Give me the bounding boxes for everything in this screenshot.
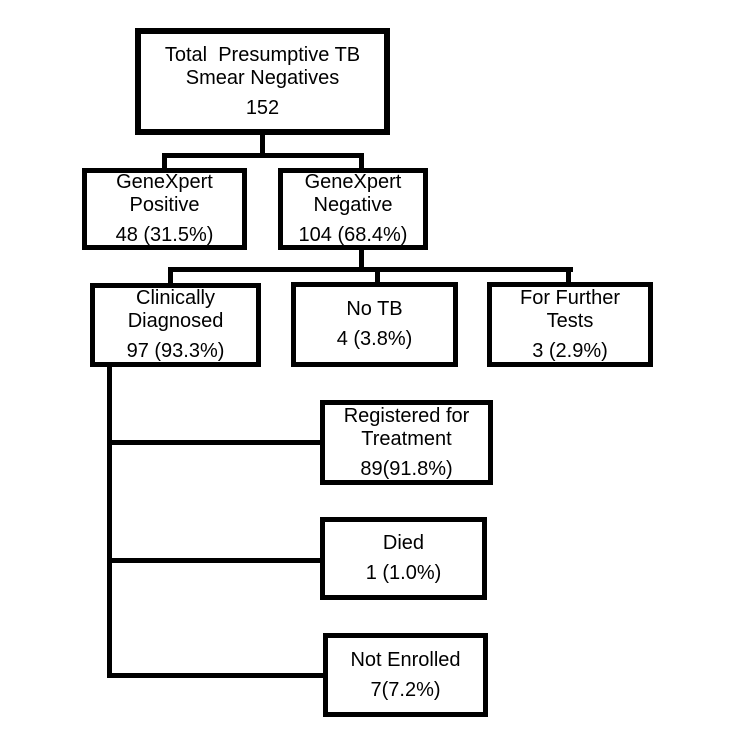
- connector-drop-no-tb: [375, 267, 380, 284]
- node-value: 4 (3.8%): [336, 328, 413, 350]
- node-title-line: Total Presumptive TB: [164, 43, 361, 66]
- node-genexpert-positive: GeneXpert Positive 48 (31.5%): [82, 168, 247, 250]
- node-title-line: Tests: [546, 309, 594, 332]
- node-genexpert-negative: GeneXpert Negative 104 (68.4%): [278, 168, 428, 250]
- connector-drop-genexpert-positive: [162, 153, 167, 170]
- connector-branch-not-enrolled: [107, 673, 325, 678]
- node-title-line: Treatment: [361, 427, 452, 450]
- connector-branch-registered: [107, 440, 322, 445]
- node-title-line: Smear Negatives: [185, 66, 340, 89]
- node-value: 3 (2.9%): [532, 339, 608, 362]
- node-registered-for-treatment: Registered for Treatment 89(91.8%): [320, 400, 493, 485]
- node-title-line: Positive: [129, 194, 200, 216]
- node-for-further-tests: For Further Tests 3 (2.9%): [487, 282, 653, 367]
- node-title-line: Clinically: [136, 287, 215, 309]
- connector-level3-bar: [168, 267, 573, 272]
- node-value: 97 (93.3%): [126, 340, 225, 362]
- node-title-line: For Further: [519, 286, 621, 309]
- node-title-line: No TB: [346, 298, 403, 320]
- node-title-line: Negative: [313, 194, 393, 216]
- connector-total-stem: [260, 133, 265, 158]
- node-title-line: Registered for: [343, 404, 470, 427]
- node-no-tb: No TB 4 (3.8%): [291, 282, 458, 367]
- node-not-enrolled: Not Enrolled 7(7.2%): [323, 633, 488, 717]
- node-title-line: Diagnosed: [127, 310, 224, 332]
- connector-negative-stem: [359, 248, 364, 272]
- connector-drop-clinically-diagnosed: [168, 267, 173, 285]
- node-title-line: Died: [382, 532, 425, 554]
- node-value: 1 (1.0%): [365, 562, 442, 584]
- node-value: 152: [245, 96, 280, 119]
- connector-level2-bar: [162, 153, 364, 158]
- node-value: 7(7.2%): [370, 678, 441, 701]
- connector-branch-died: [107, 558, 322, 563]
- node-value: 104 (68.4%): [298, 224, 408, 246]
- connector-drop-genexpert-negative: [359, 153, 364, 170]
- node-title-line: GeneXpert: [304, 171, 402, 193]
- node-died: Died 1 (1.0%): [320, 517, 487, 600]
- node-clinically-diagnosed: Clinically Diagnosed 97 (93.3%): [90, 283, 261, 367]
- connector-drop-for-further-tests: [566, 267, 571, 284]
- node-total-presumptive: Total Presumptive TB Smear Negatives 152: [135, 28, 390, 135]
- node-title-line: GeneXpert: [116, 171, 213, 193]
- connector-outcomes-spine: [107, 365, 112, 678]
- node-value: 48 (31.5%): [115, 224, 214, 246]
- node-value: 89(91.8%): [360, 457, 453, 480]
- node-title-line: Not Enrolled: [350, 648, 461, 671]
